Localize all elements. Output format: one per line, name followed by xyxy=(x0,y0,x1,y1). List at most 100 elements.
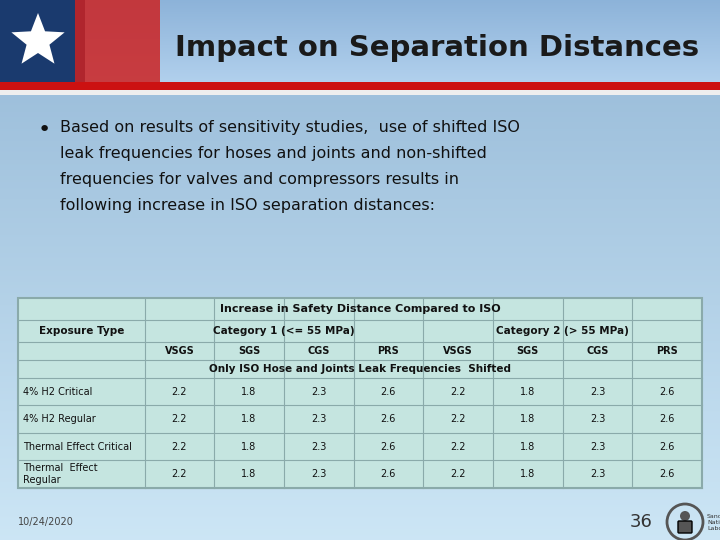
Bar xyxy=(0,256,720,257)
Bar xyxy=(0,17,720,18)
Bar xyxy=(0,53,720,54)
Bar xyxy=(0,233,720,234)
Bar xyxy=(0,49,720,50)
Bar xyxy=(0,26,720,27)
Bar xyxy=(0,273,720,274)
Bar xyxy=(0,0,720,1)
Bar xyxy=(0,237,720,238)
Bar xyxy=(0,83,720,84)
Bar xyxy=(0,102,720,103)
Bar xyxy=(0,243,720,244)
Bar xyxy=(0,128,720,129)
Bar xyxy=(0,429,720,430)
Bar xyxy=(0,295,720,296)
Bar xyxy=(0,388,720,389)
Bar xyxy=(0,446,720,447)
Bar xyxy=(0,319,720,320)
Bar xyxy=(0,481,720,482)
Bar xyxy=(0,230,720,231)
Bar xyxy=(0,9,720,10)
Bar xyxy=(0,249,720,250)
Bar xyxy=(0,340,720,341)
Bar xyxy=(0,321,720,322)
Bar xyxy=(0,10,720,11)
Bar xyxy=(0,94,720,95)
Bar xyxy=(0,213,720,214)
Bar xyxy=(0,130,720,131)
Bar xyxy=(0,307,720,308)
Bar xyxy=(0,118,720,119)
Bar xyxy=(0,472,720,473)
Text: Thermal  Effect
Regular: Thermal Effect Regular xyxy=(23,463,98,485)
Bar xyxy=(0,234,720,235)
Bar xyxy=(0,251,720,252)
Bar xyxy=(0,82,720,83)
Bar xyxy=(0,126,720,127)
Text: 2.6: 2.6 xyxy=(381,469,396,479)
Bar xyxy=(0,327,720,328)
Bar xyxy=(0,215,720,216)
Bar xyxy=(0,471,720,472)
Bar xyxy=(0,162,720,163)
Bar xyxy=(0,70,720,71)
Bar xyxy=(0,205,720,206)
Bar xyxy=(0,116,720,117)
Bar xyxy=(0,152,720,153)
Bar xyxy=(0,193,720,194)
Bar xyxy=(0,461,720,462)
Bar xyxy=(0,454,720,455)
Text: 1.8: 1.8 xyxy=(520,469,536,479)
Bar xyxy=(0,137,720,138)
Bar xyxy=(0,369,720,370)
Bar xyxy=(0,490,720,491)
Bar xyxy=(0,413,720,414)
Bar xyxy=(0,345,720,346)
Text: 1.8: 1.8 xyxy=(241,414,257,424)
Bar xyxy=(0,60,720,61)
Text: 2.6: 2.6 xyxy=(660,414,675,424)
Text: 2.3: 2.3 xyxy=(590,387,606,396)
Bar xyxy=(0,483,720,484)
Bar xyxy=(0,51,720,52)
Bar xyxy=(0,87,720,88)
Bar xyxy=(0,503,720,504)
Bar xyxy=(0,160,720,161)
Bar xyxy=(0,46,720,47)
Bar xyxy=(0,76,720,77)
Text: 2.3: 2.3 xyxy=(311,469,326,479)
Bar xyxy=(0,336,720,337)
Bar xyxy=(0,140,720,141)
Bar xyxy=(0,2,720,3)
Bar xyxy=(0,170,720,171)
Text: 2.2: 2.2 xyxy=(451,414,466,424)
Bar xyxy=(0,259,720,260)
Bar xyxy=(0,430,720,431)
Bar xyxy=(0,391,720,392)
Bar xyxy=(0,478,720,479)
Bar xyxy=(0,239,720,240)
Bar xyxy=(0,526,720,527)
Bar xyxy=(0,316,720,317)
Bar xyxy=(0,14,720,15)
Bar xyxy=(0,84,720,85)
Bar xyxy=(0,74,720,75)
Bar xyxy=(0,4,720,5)
Bar xyxy=(0,270,720,271)
Bar xyxy=(0,223,720,224)
Bar xyxy=(0,22,720,23)
Bar xyxy=(0,318,720,319)
Bar xyxy=(0,83,720,84)
Text: Only ISO Hose and Joints Leak Frequencies  Shifted: Only ISO Hose and Joints Leak Frequencie… xyxy=(209,364,511,374)
Bar xyxy=(0,442,720,443)
Text: Based on results of sensitivity studies,  use of shifted ISO: Based on results of sensitivity studies,… xyxy=(60,120,520,135)
Text: Sandia
National
Laboratories: Sandia National Laboratories xyxy=(707,514,720,531)
Bar xyxy=(0,431,720,432)
Bar xyxy=(0,110,720,111)
Bar xyxy=(0,217,720,218)
Bar xyxy=(0,338,720,339)
Bar xyxy=(0,75,720,76)
Bar xyxy=(0,98,720,99)
Bar xyxy=(0,414,720,415)
Text: 1.8: 1.8 xyxy=(520,387,536,396)
Bar xyxy=(0,23,720,24)
